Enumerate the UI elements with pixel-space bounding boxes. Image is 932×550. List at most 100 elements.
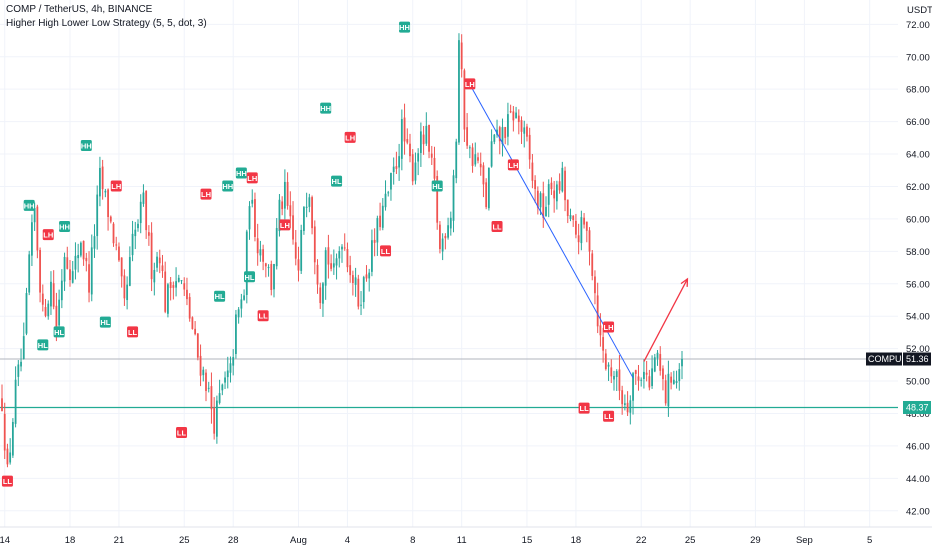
- marker-label: HL: [54, 328, 64, 337]
- candle-body: [588, 230, 591, 252]
- candle-body: [196, 333, 199, 358]
- candle-body: [379, 215, 381, 228]
- marker-label: LL: [604, 412, 614, 421]
- candle-body: [270, 264, 273, 290]
- candle-body: [523, 127, 526, 134]
- time-tick-label: 22: [636, 535, 647, 546]
- marker-label: LH: [465, 80, 475, 89]
- candle-body: [477, 157, 479, 161]
- candle-body: [626, 402, 629, 413]
- candle-body: [240, 299, 243, 309]
- marker-badge: [53, 326, 65, 338]
- candle-body: [419, 131, 422, 153]
- marker-hl: HL: [53, 326, 65, 338]
- candle-body: [365, 274, 368, 279]
- candle-body: [341, 246, 343, 250]
- candle-body: [332, 263, 335, 268]
- candle-body: [634, 370, 637, 374]
- marker-ll: LL: [578, 402, 590, 414]
- marker-label: HH: [24, 201, 35, 210]
- marker-badge: [507, 159, 519, 171]
- candle-body: [539, 193, 542, 208]
- price-axis[interactable]: USDT 42.00 44.00 46.00 48.00 50.00 52.00 54.00…: [906, 5, 932, 517]
- marker-label: HL: [432, 182, 442, 191]
- candle-body: [591, 253, 594, 276]
- candle-body: [281, 201, 284, 210]
- symbol-tag-bg: [866, 352, 902, 366]
- symbol-tag-label: COMPUSDT: [868, 354, 920, 364]
- marker-label: LL: [3, 477, 13, 486]
- candle-body: [536, 190, 539, 208]
- candle-body: [313, 226, 316, 263]
- candle-body: [436, 175, 439, 223]
- candle-body: [553, 190, 556, 199]
- candle-body: [207, 387, 210, 389]
- candle-body: [504, 127, 507, 138]
- price-tick-label: 54.00: [906, 312, 930, 323]
- candle-body: [177, 277, 180, 282]
- candle-body: [71, 271, 74, 283]
- marker-label: LH: [111, 182, 121, 191]
- candle-body: [610, 367, 613, 377]
- time-tick-label: 25: [179, 535, 190, 546]
- candle-body: [161, 265, 164, 271]
- candle-body: [273, 264, 275, 290]
- candle-body: [517, 115, 520, 123]
- marker-lh: LH: [42, 229, 54, 241]
- marker-lh: LH: [344, 131, 356, 143]
- candle-body: [645, 372, 648, 375]
- marker-ll: LL: [127, 326, 139, 338]
- candle-body: [335, 258, 338, 266]
- time-tick-label: 28: [228, 535, 239, 546]
- candle-body: [390, 172, 392, 190]
- candle-body: [534, 180, 537, 190]
- candle-body: [659, 354, 662, 371]
- candle-body: [85, 257, 88, 262]
- marker-badge: [399, 21, 411, 33]
- candle-body: [226, 370, 229, 378]
- candle-body: [338, 250, 341, 259]
- candle-body: [194, 328, 197, 335]
- candle-body: [458, 40, 460, 143]
- candle-body: [180, 280, 183, 282]
- candle-body: [134, 229, 137, 237]
- candle-body: [400, 119, 403, 159]
- candle-body: [463, 70, 466, 130]
- candle-body: [651, 368, 653, 387]
- marker-label: HH: [222, 182, 233, 191]
- candle-body: [585, 221, 588, 231]
- marker-badge: [127, 326, 139, 338]
- marker-badge: [603, 321, 615, 333]
- marker-label: HH: [236, 169, 247, 178]
- candle-body: [594, 276, 596, 294]
- candle-body: [512, 111, 515, 121]
- candle-body: [643, 371, 645, 379]
- time-tick-label: 8: [410, 535, 415, 546]
- support-price-tag: 48.37: [903, 400, 931, 414]
- candle-body: [349, 265, 352, 276]
- time-tick-label: 25: [685, 535, 696, 546]
- candle-body: [422, 134, 425, 145]
- last-price-tag-label: 51.36: [906, 354, 929, 364]
- candle-body: [66, 257, 69, 269]
- price-tick-label: 64.00: [906, 150, 930, 161]
- time-axis[interactable]: 14 18 21 25 28 Aug 4 8 11 15 18 22 25 29 Sep 5: [0, 526, 932, 546]
- candle-body: [681, 359, 683, 367]
- candle-body: [74, 255, 77, 270]
- marker-label: LH: [508, 161, 518, 170]
- candle-body: [292, 215, 294, 240]
- last-price-tag-bg: [903, 352, 931, 366]
- candle-body: [248, 206, 251, 230]
- candle-body: [109, 216, 112, 222]
- indicator-legend[interactable]: Higher High Lower Low Strategy (5, 5, do…: [6, 18, 207, 29]
- candle-body: [346, 249, 349, 268]
- marker-badge: [431, 180, 443, 192]
- candle-body: [305, 206, 308, 208]
- support-tag-label: 48.37: [906, 402, 929, 412]
- chart-title[interactable]: COMP / TetherUS, 4h, BINANCE: [6, 4, 153, 15]
- candle-body: [455, 141, 458, 179]
- marker-label: HL: [100, 318, 110, 327]
- candle-body: [300, 229, 303, 271]
